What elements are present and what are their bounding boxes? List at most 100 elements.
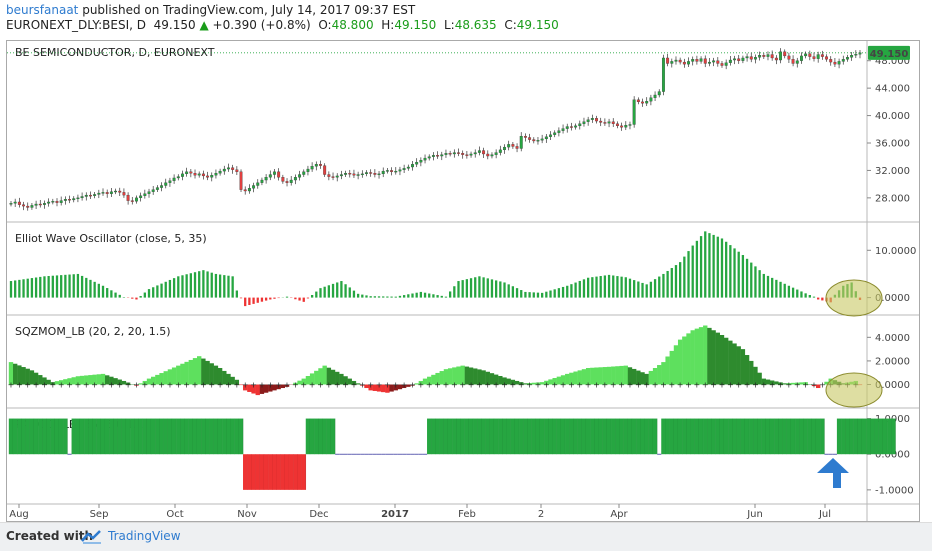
squeeze-dot: + bbox=[150, 380, 157, 389]
candle bbox=[181, 173, 184, 177]
candle bbox=[590, 118, 594, 120]
squeeze-dot: + bbox=[217, 380, 224, 389]
candle bbox=[607, 121, 611, 124]
candle bbox=[503, 146, 506, 151]
candle bbox=[699, 58, 703, 62]
squeeze-dot: + bbox=[300, 380, 307, 389]
candle bbox=[373, 173, 377, 175]
chart-svg[interactable]: BE SEMICONDUCTOR, D, EURONEXT Elliot Wav… bbox=[7, 41, 919, 521]
squeeze-dot: + bbox=[75, 380, 82, 389]
candle bbox=[657, 91, 661, 96]
candle bbox=[331, 176, 335, 178]
author-link[interactable]: beursfanaat bbox=[6, 3, 79, 17]
squeeze-dot: + bbox=[359, 380, 366, 389]
squeeze-dot: + bbox=[694, 380, 701, 389]
candle bbox=[636, 99, 640, 103]
squeeze-dot: + bbox=[108, 380, 115, 389]
squeeze-dot: + bbox=[744, 380, 751, 389]
squeeze-dot: + bbox=[116, 380, 123, 389]
ohlc-line: EURONEXT_DLY:BESI, D 49.150 ▲ +0.390 (+0… bbox=[6, 18, 559, 32]
candle bbox=[185, 171, 189, 175]
candle bbox=[101, 192, 105, 194]
open-label: O: bbox=[318, 18, 332, 32]
candle bbox=[63, 199, 67, 201]
squeeze-dot: + bbox=[593, 380, 600, 389]
created-with-label: Created with bbox=[6, 529, 94, 543]
candle bbox=[846, 57, 849, 60]
squeeze-dot: + bbox=[175, 380, 182, 389]
tradingview-brand-link[interactable]: TradingView bbox=[108, 529, 181, 543]
candle bbox=[791, 59, 795, 64]
sqzmom-highlight-circle bbox=[825, 372, 883, 408]
candle bbox=[176, 176, 180, 179]
candle bbox=[222, 168, 226, 172]
candle bbox=[314, 164, 318, 167]
candle bbox=[766, 54, 770, 57]
candle bbox=[741, 57, 745, 61]
squeeze-dot: + bbox=[568, 380, 575, 389]
candle bbox=[273, 171, 276, 175]
x-tick-label: Jun bbox=[746, 509, 763, 520]
y-tick-label: 10.0000 bbox=[875, 246, 916, 257]
candle bbox=[737, 58, 741, 61]
candle bbox=[293, 177, 297, 181]
candle bbox=[632, 99, 636, 125]
candle bbox=[277, 171, 281, 178]
x-tick-label: 2 bbox=[538, 509, 544, 520]
squeeze-dot: + bbox=[83, 380, 90, 389]
squeeze-dot: + bbox=[468, 380, 475, 389]
candle bbox=[17, 201, 21, 205]
tradingview-logo-icon[interactable] bbox=[80, 529, 104, 545]
squeeze-dot: + bbox=[242, 380, 249, 389]
x-tick-label: Jul bbox=[818, 509, 831, 520]
candle bbox=[13, 201, 17, 204]
squeeze-dot: + bbox=[225, 380, 232, 389]
candle bbox=[210, 175, 214, 178]
candle bbox=[728, 59, 732, 63]
candle bbox=[105, 192, 109, 194]
candle bbox=[515, 146, 519, 149]
candle bbox=[302, 171, 306, 175]
candle bbox=[565, 126, 569, 129]
candle bbox=[561, 128, 565, 131]
candle bbox=[603, 122, 607, 124]
candle bbox=[147, 191, 151, 194]
squeeze-dot: + bbox=[510, 380, 517, 389]
chart-area[interactable]: BE SEMICONDUCTOR, D, EURONEXT Elliot Wav… bbox=[6, 40, 920, 522]
squeeze-dot: + bbox=[418, 380, 425, 389]
squeeze-dot: + bbox=[183, 380, 190, 389]
x-tick-label: Apr bbox=[610, 509, 628, 520]
candle bbox=[285, 181, 289, 183]
squeeze-dot: + bbox=[259, 380, 266, 389]
last-price-badge-label: 49.150 bbox=[870, 49, 909, 60]
candle bbox=[837, 61, 841, 65]
close-value: 49.150 bbox=[516, 18, 559, 32]
candle bbox=[820, 54, 824, 57]
candle bbox=[352, 173, 356, 176]
squeeze-dot: + bbox=[443, 380, 450, 389]
candle bbox=[281, 177, 285, 182]
candle bbox=[779, 51, 782, 61]
squeeze-dot: + bbox=[91, 380, 98, 389]
squeeze-dot: + bbox=[49, 380, 56, 389]
candle bbox=[440, 154, 444, 157]
candle bbox=[55, 201, 59, 203]
price-pane-title: BE SEMICONDUCTOR, D, EURONEXT bbox=[15, 46, 215, 59]
x-tick-label: 2017 bbox=[381, 509, 409, 520]
candle bbox=[682, 61, 686, 65]
squeeze-dot: + bbox=[409, 380, 416, 389]
candle bbox=[256, 182, 260, 186]
candle bbox=[783, 51, 787, 57]
candle bbox=[544, 136, 548, 140]
candle bbox=[114, 190, 118, 193]
candle bbox=[51, 201, 55, 203]
candle bbox=[486, 153, 490, 157]
candle bbox=[745, 56, 749, 59]
squeeze-dot: + bbox=[576, 380, 583, 389]
candle bbox=[457, 152, 460, 154]
candle bbox=[749, 56, 753, 60]
y-tick-label: 40.000 bbox=[875, 111, 910, 122]
candle bbox=[26, 205, 30, 208]
squeeze-dot: + bbox=[627, 380, 634, 389]
candle bbox=[344, 173, 348, 175]
